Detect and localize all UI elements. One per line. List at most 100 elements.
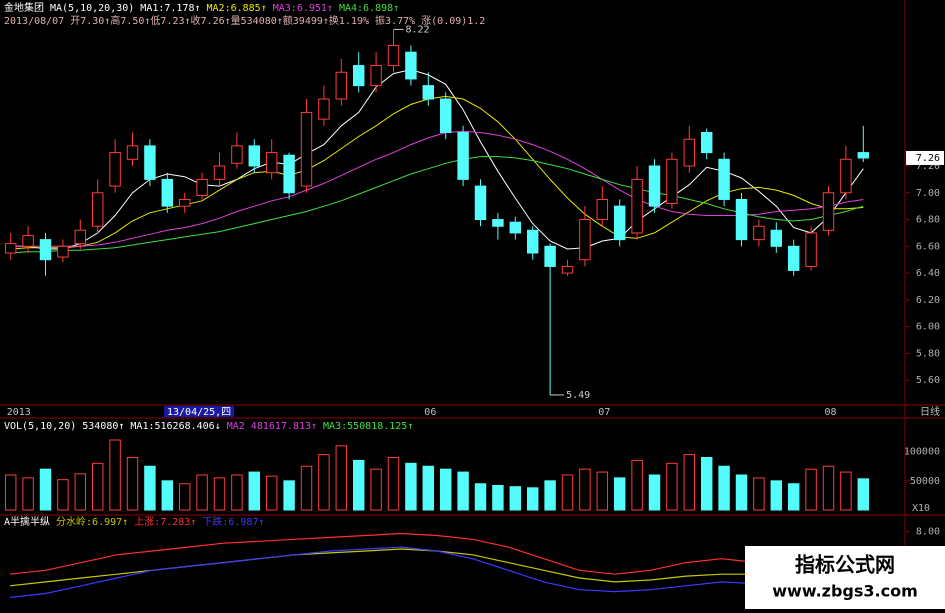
volume-bar: [753, 477, 765, 511]
indicator-header: A半擒半纵 分水岭:6.997↑ 上涨:7.283↑ 下跌:6.987↑: [4, 515, 265, 528]
candle-body: [857, 152, 870, 159]
period-label: 日线: [920, 405, 940, 418]
y-tick-label: 6.20: [916, 295, 940, 306]
candle-body: [613, 205, 626, 241]
candle-body: [631, 178, 643, 234]
volume-bar: [196, 474, 208, 511]
header-line: 金地集团 MA(5,10,20,30) MA1:7.178↑ MA2:6.885↑ MA…: [4, 1, 399, 14]
watermark-url: www.zbgs3.com: [772, 582, 918, 601]
volume-bar: [91, 462, 104, 511]
price-tag: 7.26: [916, 153, 940, 164]
candle-body: [561, 265, 574, 274]
candle-body: [700, 132, 713, 154]
volume-bar: [161, 480, 174, 511]
candle-body: [596, 198, 609, 221]
indicator-title: A半擒半纵: [4, 515, 50, 528]
candle-body: [91, 192, 104, 227]
legend-item: MA3:550818.125↑: [323, 421, 413, 432]
candle-body: [352, 65, 365, 87]
volume-bar: [178, 483, 191, 511]
candle-body: [231, 145, 243, 164]
volume-bar: [492, 485, 504, 511]
candle-body: [718, 158, 730, 200]
x-tick-label: 2013: [7, 407, 31, 418]
y-tick-label: 7.00: [916, 188, 940, 199]
candle-body: [579, 219, 591, 261]
volume-bar: [805, 468, 817, 511]
volume-header: VOL(5,10,20) 534080↑ MA1:516268.406↓ MA2 48…: [4, 421, 413, 432]
volume-bar: [735, 474, 748, 511]
y-tick-label: 50000: [910, 476, 940, 487]
candle-body: [509, 221, 522, 234]
volume-bar: [57, 479, 69, 511]
volume-bar: [144, 465, 156, 511]
legend-item: 分水岭:6.997↑: [56, 515, 128, 528]
x-tick-label: 06: [424, 407, 436, 418]
y-tick-label: 6.00: [916, 322, 940, 333]
legend-item: 上涨:7.283↑: [134, 516, 196, 528]
legend-item: MA4:6.898↑: [339, 3, 399, 14]
candle-body: [474, 185, 487, 221]
y-tick-label: 5.60: [916, 375, 940, 386]
candle-body: [300, 111, 313, 187]
candle-body: [387, 44, 400, 67]
legend-item: MA1:7.178↑: [140, 3, 200, 14]
legend-item: MA2 481617.813↑: [227, 421, 317, 432]
candle-body: [787, 245, 800, 271]
cursor-label: 13/04/25,四: [167, 407, 231, 418]
cursor-box: [164, 406, 235, 417]
y-tick-label: 6.80: [916, 215, 940, 226]
volume-bar: [683, 454, 696, 511]
volume-bar: [700, 457, 713, 511]
candle-body: [213, 165, 226, 180]
indicator-line: [9, 532, 865, 575]
volume-bar: [231, 474, 243, 511]
watermark-title: 指标公式网: [795, 553, 895, 577]
volume-bar: [631, 459, 643, 511]
volume-bar: [457, 471, 469, 511]
volume-bar: [509, 486, 522, 511]
y-tick-label: 100000: [904, 447, 940, 458]
volume-bar: [248, 471, 261, 511]
y-tick-label: 6.60: [916, 241, 940, 252]
candle-body: [648, 165, 661, 207]
candle-body: [805, 232, 817, 267]
price-tag-box: [906, 150, 944, 165]
volume-title: VOL(5,10,20): [4, 421, 76, 432]
volume-bar: [126, 457, 139, 511]
min-label: 5.49: [566, 390, 590, 401]
candle-body: [161, 178, 174, 207]
candle-body: [457, 132, 469, 180]
y-tick-label: 5.80: [916, 348, 940, 359]
watermark-box: [745, 546, 945, 609]
ma-line: [10, 130, 864, 247]
candle-body: [57, 245, 69, 258]
ma-label: MA(5,10,20,30): [50, 3, 134, 14]
candle-body: [196, 178, 208, 196]
y-tick-label: 7.20: [916, 161, 940, 172]
legend-item: MA3:6.951↑: [273, 3, 333, 14]
candle-body: [753, 225, 765, 241]
candle-body: [126, 145, 139, 160]
volume-bar: [439, 468, 452, 511]
volume-bar: [352, 459, 365, 511]
candle-body: [840, 158, 852, 194]
volume-bar: [666, 462, 678, 511]
volume-bar: [770, 480, 783, 511]
volume-bar: [544, 480, 556, 511]
candle-body: [405, 51, 417, 80]
x-tick-label: 07: [598, 407, 610, 418]
candle-body: [526, 229, 539, 254]
volume-bar: [787, 483, 800, 511]
volume-bar: [596, 471, 609, 511]
volume-bar: [39, 468, 52, 511]
candle-body: [822, 192, 835, 231]
candle-body: [770, 229, 783, 247]
indicator-line: [9, 546, 865, 598]
legend-item: 534080↑: [82, 421, 124, 432]
candle-body: [178, 198, 191, 207]
candle-body: [666, 158, 678, 204]
